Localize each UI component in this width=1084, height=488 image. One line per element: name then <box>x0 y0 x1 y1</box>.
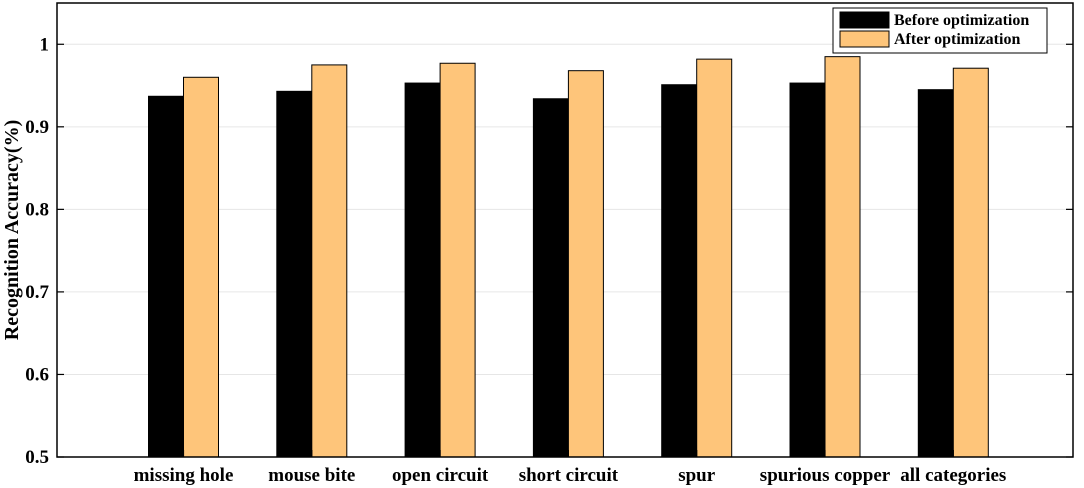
bar-before <box>532 98 569 458</box>
plot-frame <box>56 2 1074 458</box>
legend-label-before: Before optimization <box>894 12 1029 29</box>
bar-before <box>789 82 826 458</box>
x-tick-label: spur <box>678 465 716 486</box>
y-tick-label: 0.6 <box>25 364 49 385</box>
y-axis-title: Recognition Accuracy(%) <box>1 120 23 341</box>
bars <box>148 56 989 458</box>
legend-swatch-after <box>839 30 890 48</box>
bar-before <box>661 84 698 458</box>
bar-after <box>439 62 476 458</box>
x-tick-label: all categories <box>900 465 1006 486</box>
bar-before <box>276 90 313 458</box>
x-tick-label: mouse bite <box>268 465 355 486</box>
bar-after <box>824 56 861 458</box>
x-tick-label: spurious copper <box>760 465 891 486</box>
bar-after <box>952 67 989 458</box>
bar-before <box>917 89 954 458</box>
bar-before <box>404 82 441 458</box>
x-tick-label: open circuit <box>392 465 489 486</box>
y-tick-label: 1 <box>40 34 50 55</box>
bar-before <box>148 95 184 458</box>
bar-after <box>696 58 733 458</box>
x-tick-label: short circuit <box>519 465 619 486</box>
y-tick-label: 0.9 <box>25 117 49 138</box>
x-tick-label: missing hole <box>134 465 234 486</box>
y-ticks: 0.5 0.6 0.7 0.8 0.9 1 <box>25 34 1073 468</box>
bar-after <box>183 76 219 458</box>
bar-after <box>311 64 348 458</box>
bar-after <box>567 70 604 458</box>
y-tick-label: 0.5 <box>25 447 49 468</box>
y-tick-label: 0.8 <box>25 199 49 220</box>
legend-label-after: After optimization <box>894 31 1020 48</box>
y-tick-label: 0.7 <box>25 282 49 303</box>
x-ticks: missing hole mouse bite open circuit short … <box>134 450 1006 486</box>
legend: Before optimization After optimization <box>832 7 1048 54</box>
legend-swatch-before <box>839 11 890 29</box>
